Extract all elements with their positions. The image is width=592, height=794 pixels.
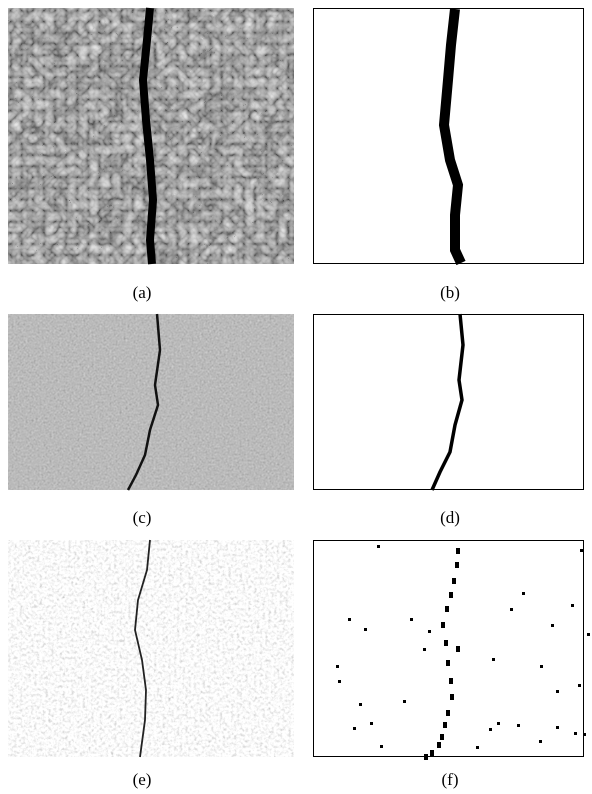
mask-speck bbox=[510, 608, 513, 611]
crack bbox=[438, 8, 466, 266]
mask-speck bbox=[450, 694, 454, 700]
mask-speck bbox=[444, 640, 448, 646]
mask-speck bbox=[539, 740, 542, 743]
mask-speck bbox=[446, 660, 450, 666]
mask-speck bbox=[456, 548, 460, 554]
mask-frame bbox=[313, 540, 584, 757]
mask-speck bbox=[441, 622, 445, 628]
mask-speck bbox=[489, 728, 492, 731]
mask-speck bbox=[574, 732, 577, 735]
mask-speck bbox=[540, 665, 543, 668]
crack bbox=[430, 313, 465, 491]
mask-speck bbox=[571, 604, 574, 607]
mask-speck bbox=[446, 710, 450, 716]
mask-speck bbox=[364, 628, 367, 631]
mask-speck bbox=[551, 624, 554, 627]
mask-speck bbox=[580, 549, 583, 552]
mask-speck bbox=[423, 648, 426, 651]
mask-speck bbox=[359, 703, 362, 706]
mask-speck bbox=[428, 630, 431, 633]
mask-speck bbox=[440, 734, 444, 740]
caption: (e) bbox=[133, 770, 152, 789]
mask-speck bbox=[492, 658, 495, 661]
mask-speck bbox=[522, 592, 525, 595]
mask-speck bbox=[587, 633, 590, 636]
mask-speck bbox=[410, 618, 413, 621]
photo bbox=[8, 314, 294, 490]
mask-speck bbox=[437, 742, 441, 748]
mask-speck bbox=[449, 678, 453, 684]
mask-speck bbox=[443, 722, 447, 728]
mask-speck bbox=[445, 606, 449, 612]
mask-speck bbox=[578, 684, 581, 687]
caption: (f) bbox=[442, 770, 459, 789]
caption: (c) bbox=[133, 508, 152, 527]
caption: (d) bbox=[440, 508, 460, 527]
mask-speck bbox=[455, 562, 459, 568]
mask-speck bbox=[377, 545, 380, 548]
caption: (a) bbox=[133, 283, 152, 302]
mask-speck bbox=[353, 727, 356, 730]
mask-speck bbox=[556, 726, 559, 729]
mask-speck bbox=[348, 618, 351, 621]
mask-speck bbox=[336, 665, 339, 668]
crack bbox=[126, 313, 162, 491]
mask-speck bbox=[338, 680, 341, 683]
mask-speck bbox=[424, 754, 428, 760]
mask-speck bbox=[430, 750, 434, 756]
mask-specks bbox=[336, 545, 590, 760]
mask-speck bbox=[452, 578, 456, 584]
mask-speck bbox=[370, 722, 373, 725]
mask-speck bbox=[476, 746, 479, 749]
mask-speck bbox=[556, 690, 559, 693]
photo bbox=[8, 540, 294, 757]
mask-speck bbox=[403, 700, 406, 703]
mask-speck bbox=[449, 592, 453, 598]
mask-speck bbox=[497, 722, 500, 725]
mask-speck bbox=[583, 733, 586, 736]
mask-speck bbox=[456, 646, 460, 652]
mask-speck bbox=[517, 724, 520, 727]
caption: (b) bbox=[440, 283, 460, 302]
crack bbox=[138, 7, 158, 265]
mask-speck bbox=[380, 745, 383, 748]
mask-frame bbox=[313, 314, 584, 490]
crack bbox=[134, 539, 151, 758]
